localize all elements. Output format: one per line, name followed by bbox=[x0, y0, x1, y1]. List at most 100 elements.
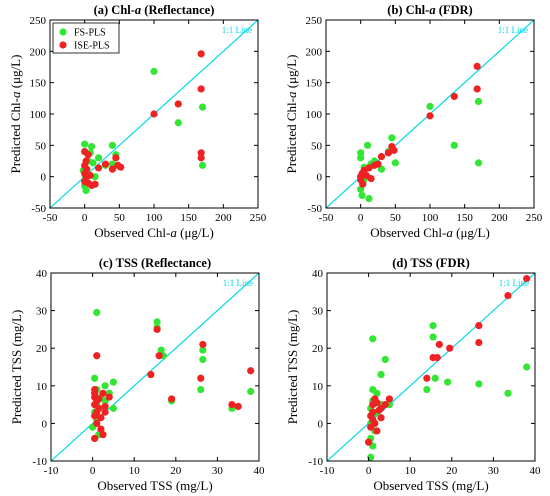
fs-pls-point bbox=[199, 355, 207, 364]
x-tick-label: -10 bbox=[44, 465, 59, 477]
fs-pls-point bbox=[199, 346, 207, 354]
x-axis-label-italic: a bbox=[446, 225, 453, 240]
x-axis-label-prefix: Observed TSS (mg/L) bbox=[373, 478, 488, 493]
fs-pls-point bbox=[150, 67, 158, 75]
fs-pls-point bbox=[81, 140, 89, 148]
chart-panel-a: -50 0 50 100 150 200 250 -50 0 50 100 150 200 250 (a) … bbox=[8, 3, 267, 240]
ise-pls-point bbox=[475, 322, 483, 330]
chart-panel-c: -10 0 10 20 30 40 -10 0 10 20 30 40 (c) TSS (Reflect… bbox=[9, 256, 265, 493]
legend-marker bbox=[59, 28, 67, 36]
y-axis-label: Predicted Chl-a (μg/L) bbox=[8, 55, 23, 174]
fs-pls-point bbox=[357, 154, 365, 162]
ise-pls-point bbox=[390, 146, 398, 154]
y-tick-label: -50 bbox=[31, 203, 46, 215]
ise-pls-point bbox=[377, 153, 386, 161]
y-axis-label-italic: a bbox=[8, 91, 23, 98]
chart-title: (d) TSS (FDR) bbox=[392, 256, 470, 270]
x-axis-label-prefix: Observed TSS (mg/L) bbox=[97, 478, 212, 493]
points-group bbox=[365, 275, 531, 461]
fs-pls-point bbox=[475, 380, 483, 388]
fs-pls-point bbox=[358, 191, 366, 200]
y-axis-label-prefix: Predicted Chl- bbox=[284, 98, 299, 173]
x-tick-label: 40 bbox=[530, 465, 542, 477]
legend-marker bbox=[59, 41, 67, 49]
ise-pls-point bbox=[150, 110, 158, 118]
fs-pls-point bbox=[431, 374, 439, 382]
ise-pls-point bbox=[384, 149, 392, 157]
chart-title-prefix: (b) Chl- bbox=[387, 3, 429, 17]
x-tick-label: 200 bbox=[491, 212, 508, 224]
x-tick-label: 150 bbox=[180, 212, 197, 224]
ise-pls-point bbox=[101, 160, 110, 168]
x-tick-label: -50 bbox=[43, 212, 58, 224]
ise-pls-point bbox=[95, 395, 103, 403]
fs-pls-point bbox=[444, 378, 452, 386]
x-tick-label: 200 bbox=[215, 212, 232, 224]
y-tick-label: 30 bbox=[36, 306, 48, 318]
x-tick-label: 40 bbox=[254, 465, 266, 477]
x-axis-label-italic: a bbox=[170, 225, 177, 240]
y-tick-label: 250 bbox=[306, 15, 323, 27]
chart-title-prefix: (c) TSS (Reflectance) bbox=[99, 256, 211, 270]
ise-pls-point bbox=[117, 163, 125, 171]
ise-pls-point bbox=[473, 85, 481, 93]
x-axis-label-prefix: Observed Chl- bbox=[94, 225, 170, 240]
y-tick-label: 10 bbox=[312, 381, 324, 393]
plot-frame bbox=[50, 272, 260, 462]
ise-pls-point bbox=[234, 402, 242, 411]
fs-pls-point bbox=[197, 385, 205, 394]
x-axis-label: Observed TSS (mg/L) bbox=[373, 478, 488, 493]
ise-pls-point bbox=[523, 275, 531, 283]
y-tick-label: 0 bbox=[42, 418, 48, 430]
y-tick-label: 0 bbox=[41, 172, 47, 184]
ise-pls-point bbox=[91, 434, 99, 443]
y-tick-label: 40 bbox=[36, 268, 48, 280]
x-tick-label: 150 bbox=[456, 212, 473, 224]
y-tick-label: 100 bbox=[306, 109, 323, 121]
x-tick-label: 0 bbox=[366, 465, 372, 477]
fs-pls-point bbox=[474, 97, 483, 106]
y-tick-label: 0 bbox=[317, 172, 323, 184]
y-axis-label: Predicted Chl-a (μg/L) bbox=[284, 55, 299, 174]
ise-pls-point bbox=[101, 402, 109, 411]
ise-pls-point bbox=[91, 180, 99, 188]
ise-pls-point bbox=[369, 401, 377, 409]
ise-pls-point bbox=[99, 431, 107, 439]
ise-pls-point bbox=[97, 414, 105, 422]
y-axis-label: Predicted TSS (mg/L) bbox=[285, 310, 300, 425]
y-tick-label: 150 bbox=[306, 78, 323, 90]
x-axis-label-suffix: (μg/L) bbox=[453, 225, 490, 240]
chart-title: (c) TSS (Reflectance) bbox=[99, 256, 211, 270]
fs-pls-point bbox=[504, 389, 512, 397]
x-axis-label: Observed Chl-a (μg/L) bbox=[94, 225, 214, 240]
fs-pls-point bbox=[82, 186, 90, 195]
ise-pls-point bbox=[93, 419, 101, 427]
ise-pls-point bbox=[473, 62, 481, 70]
ise-pls-point bbox=[385, 395, 393, 403]
ise-pls-point bbox=[199, 340, 207, 349]
y-tick-label: 150 bbox=[30, 78, 47, 90]
one-to-one-label: 1:1 Line bbox=[223, 278, 253, 288]
one-to-one-label: 1:1 Line bbox=[498, 25, 528, 35]
fs-pls-point bbox=[153, 318, 161, 326]
fs-pls-point bbox=[365, 195, 373, 203]
legend-label: FS-PLS bbox=[74, 28, 106, 39]
ise-pls-point bbox=[93, 408, 101, 416]
fs-pls-point bbox=[198, 103, 207, 111]
chart-panel-d: -10 0 10 20 30 40 -10 0 10 20 30 40 (d) TSS (FDR) Obs… bbox=[285, 256, 541, 493]
ise-pls-point bbox=[112, 154, 120, 162]
y-tick-label: 20 bbox=[36, 343, 48, 355]
legend-label: ISE-PLS bbox=[74, 41, 110, 52]
x-tick-label: 250 bbox=[526, 212, 543, 224]
fs-pls-point bbox=[381, 355, 389, 364]
fs-pls-point bbox=[94, 154, 103, 162]
ise-pls-point bbox=[365, 438, 373, 446]
one-to-one-line bbox=[51, 273, 259, 461]
chart-title-prefix: (d) TSS (FDR) bbox=[392, 256, 470, 270]
y-axis-label-prefix: Predicted Chl- bbox=[8, 98, 23, 173]
y-tick-label: 250 bbox=[30, 15, 47, 27]
y-axis-label-suffix: (μg/L) bbox=[284, 55, 299, 92]
y-tick-label: 50 bbox=[35, 140, 47, 152]
x-tick-label: 20 bbox=[170, 465, 182, 477]
